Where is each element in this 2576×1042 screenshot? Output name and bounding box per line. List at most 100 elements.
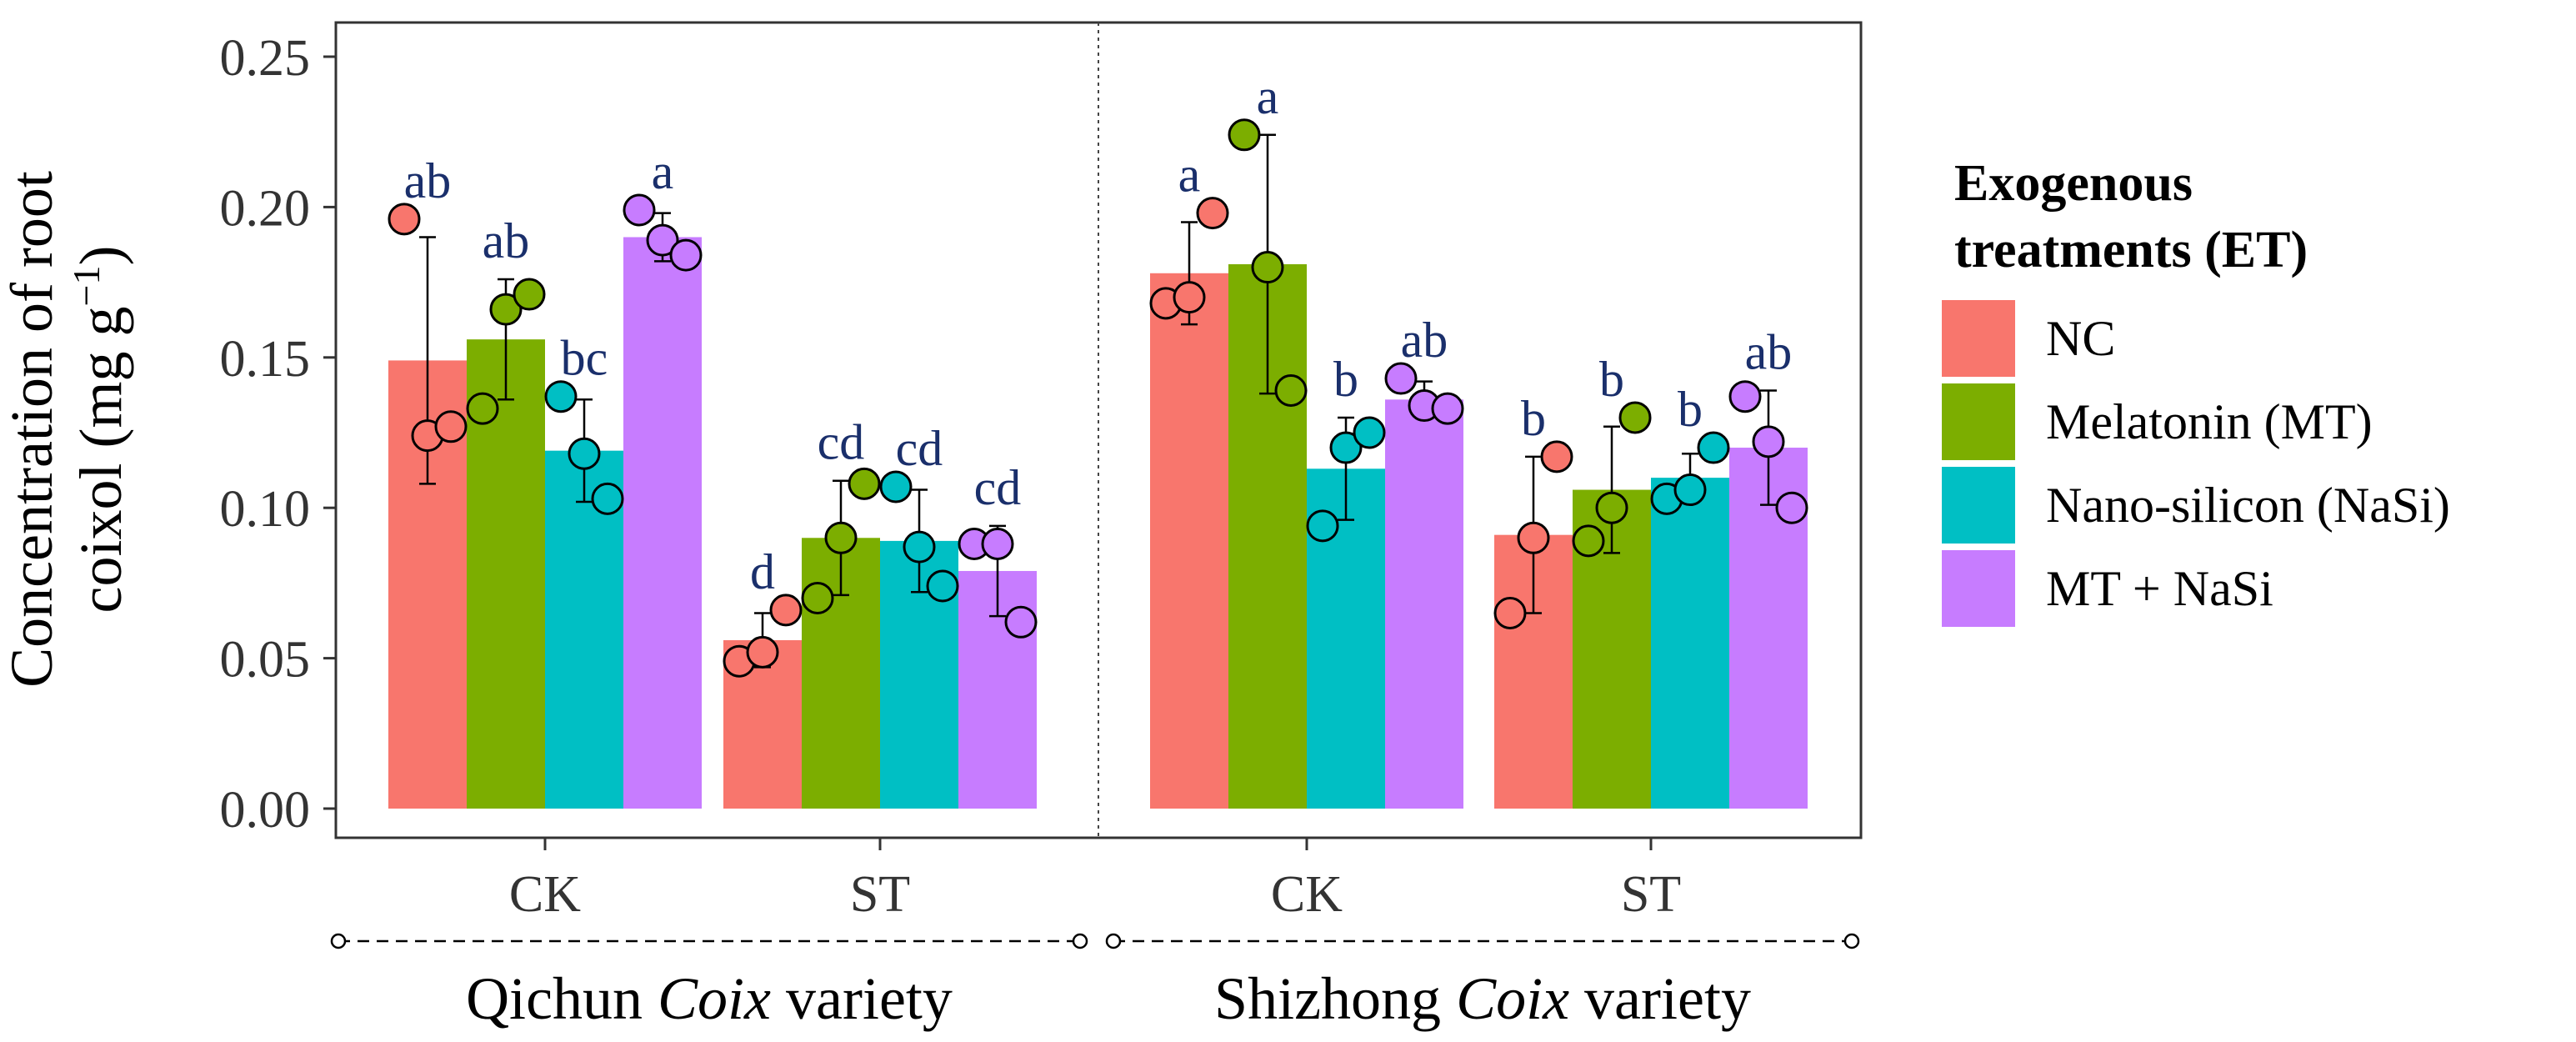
variety-label-genus: Coix — [658, 965, 771, 1032]
replicate-point — [769, 594, 803, 627]
legend-key-swatch — [1942, 467, 2015, 544]
bar-nc — [1150, 273, 1228, 809]
significance-letter: cd — [818, 415, 865, 470]
significance-letter: ab — [483, 213, 530, 268]
replicate-point — [1572, 524, 1605, 558]
replicate-point — [1353, 416, 1386, 449]
replicate-point — [434, 410, 468, 443]
replicate-point — [568, 437, 601, 470]
bar-nano-silicon-nasi- — [1651, 478, 1729, 809]
legend-entry-label: NC — [2046, 311, 2115, 366]
replicate-point — [669, 238, 703, 272]
replicate-point — [1004, 605, 1038, 639]
replicate-point — [466, 392, 499, 425]
x-tick-label: CK — [509, 866, 581, 923]
legend-entry-label: Nano-silicon (NaSi) — [2046, 478, 2450, 533]
replicate-point — [1306, 509, 1339, 543]
significance-letter: a — [1178, 148, 1201, 203]
points-layer — [388, 118, 1808, 678]
replicate-point — [926, 569, 959, 603]
x-axis: CK ST CK ST — [509, 838, 1681, 923]
x-tick-label: ST — [1621, 866, 1681, 923]
legend: Exogenous treatments (ET) NC Melatonin (M… — [1942, 155, 2450, 627]
replicate-point — [848, 467, 881, 500]
replicate-point — [513, 278, 546, 311]
replicate-point — [1752, 425, 1785, 458]
replicate-point — [1228, 118, 1261, 152]
y-axis: 0.00 0.05 0.10 0.15 0.20 0.25 — [220, 30, 336, 839]
variety-label: Shizhong Coix variety — [1214, 965, 1751, 1032]
replicate-point — [591, 482, 624, 515]
legend-entries: NC Melatonin (MT) Nano-silicon (NaSi) MT + … — [1942, 300, 2450, 627]
variety-bracket-end-right — [1072, 933, 1088, 949]
variety-label-genus: Coix — [1456, 965, 1569, 1032]
variety-label: Qichun Coix variety — [466, 965, 953, 1032]
y-axis-title-superscript: −1 — [65, 266, 108, 307]
legend-entry-label: Melatonin (MT) — [2046, 394, 2373, 449]
bar-mt-nasi — [623, 237, 702, 809]
significance-letter: b — [1599, 352, 1624, 407]
y-tick-label: 0.05 — [220, 632, 311, 689]
significance-letter: cd — [896, 421, 943, 476]
x-tick-label: CK — [1271, 866, 1343, 923]
significance-letter: ab — [404, 153, 452, 208]
significance-letter: bc — [561, 331, 608, 386]
replicate-point — [879, 470, 913, 503]
significance-letter: a — [1257, 69, 1279, 124]
variety-bracket-end-left — [1105, 933, 1122, 949]
x-tick-label: ST — [850, 866, 910, 923]
y-axis-title-line2: coixol (mg g−1) — [65, 246, 134, 614]
significance-letter: b — [1678, 382, 1703, 437]
replicate-point — [1329, 431, 1363, 464]
y-tick-label: 0.15 — [220, 331, 311, 388]
variety-label-prefix: Qichun — [466, 965, 658, 1032]
variety-label-prefix: Shizhong — [1214, 965, 1456, 1032]
replicate-point — [1173, 281, 1206, 314]
replicate-point — [824, 521, 858, 554]
replicate-point — [1618, 401, 1652, 434]
replicate-point — [1775, 491, 1808, 524]
replicate-point — [1673, 473, 1707, 507]
replicate-point — [544, 380, 578, 413]
legend-key-swatch — [1942, 300, 2015, 377]
legend-title-line1: Exogenous — [1954, 155, 2193, 212]
replicate-point — [1384, 362, 1418, 395]
variety-label-suffix: variety — [1569, 965, 1751, 1032]
significance-letter: cd — [974, 460, 1022, 515]
y-tick-label: 0.00 — [220, 782, 311, 839]
replicate-point — [646, 223, 679, 257]
bar-mt-nasi — [1385, 399, 1463, 809]
variety-labels: Qichun Coix variety Shizhong Coix variety — [330, 933, 1860, 1032]
replicate-point — [801, 581, 834, 614]
significance-letter: b — [1521, 391, 1546, 446]
replicate-point — [388, 203, 421, 236]
legend-key-swatch — [1942, 383, 2015, 460]
replicate-point — [1517, 521, 1550, 554]
significance-letter: ab — [1745, 324, 1793, 379]
variety-bracket-end-right — [1843, 933, 1860, 949]
replicate-point — [1728, 380, 1762, 413]
replicate-point — [903, 530, 936, 564]
variety-bracket-end-left — [330, 933, 347, 949]
replicate-point — [1697, 431, 1730, 464]
replicate-point — [981, 527, 1014, 560]
y-tick-label: 0.25 — [220, 30, 311, 87]
replicate-point — [489, 293, 523, 326]
legend-key-swatch — [1942, 550, 2015, 627]
legend-title-line2: treatments (ET) — [1954, 222, 2308, 278]
significance-letter: d — [750, 544, 775, 599]
y-axis-title-line1: Concentration of root — [0, 171, 65, 688]
replicate-point — [1251, 251, 1284, 284]
significance-letter: b — [1333, 352, 1358, 407]
replicate-point — [1196, 197, 1229, 230]
replicate-point — [1493, 596, 1527, 629]
significance-letter: a — [652, 144, 674, 199]
replicate-point — [746, 635, 779, 669]
replicate-point — [1431, 392, 1464, 425]
replicate-point — [1540, 440, 1573, 473]
variety-label-suffix: variety — [771, 965, 953, 1032]
replicate-point — [1274, 373, 1308, 407]
y-axis-title-main: coixol (mg g — [68, 306, 134, 613]
